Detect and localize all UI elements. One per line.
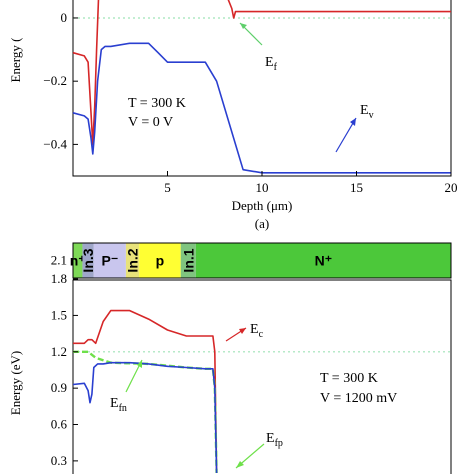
layer-label: P⁻ — [101, 253, 118, 269]
top-temperature-annotation: T = 300 K — [128, 96, 186, 111]
bottom-efn-label-sub: fn — [119, 403, 127, 414]
top-ev-label: Ev — [360, 103, 374, 121]
bottom-y-tick-label: 0.9 — [51, 380, 67, 395]
top-chart: 0 −0.2 −0.4 5 10 15 20 Energy ( Depth (μm) (a… — [8, 0, 458, 231]
bottom-y-axis-label: Energy (eV) — [8, 351, 23, 415]
top-x-tick-label: 20 — [445, 180, 458, 195]
layer-label: In.2 — [125, 248, 141, 272]
bottom-y-ticks: 1.8 1.5 1.2 0.9 0.6 0.3 — [51, 271, 78, 468]
layer-segment — [180, 243, 196, 278]
top-y-tick-label: 0 — [61, 10, 68, 25]
layer-bar-frame — [72, 242, 452, 279]
bottom-series-ev — [72, 361, 218, 474]
bottom-top-tick-label: 2.1 — [51, 253, 67, 268]
bottom-ec-arrowhead — [239, 328, 246, 334]
bottom-temperature-annotation: T = 300 K — [320, 371, 378, 386]
top-y-axis-label: Energy ( — [8, 38, 23, 83]
bottom-efn-label-main: E — [110, 396, 119, 411]
bottom-series-efn — [73, 350, 218, 474]
top-ef-label-sub: f — [274, 62, 278, 73]
bottom-voltage-annotation: V = 1200 mV — [320, 391, 397, 406]
layer-label: n⁺ — [70, 253, 86, 269]
layer-segment — [125, 243, 140, 278]
layer-segment — [73, 243, 83, 278]
bottom-y-tick-label: 0.6 — [51, 417, 68, 432]
top-x-tick-label: 15 — [350, 180, 363, 195]
top-series-group — [72, 0, 451, 174]
top-series-ev — [72, 42, 451, 174]
top-x-tick-label: 5 — [164, 180, 171, 195]
top-plot-frame — [72, 0, 452, 177]
layer-structure-bar: n⁺In.3 P⁻ In.2 p In.1 N⁺ 2.1 — [51, 242, 452, 279]
layer-label: In.1 — [180, 248, 196, 272]
layer-label: p — [156, 253, 165, 269]
top-ev-label-sub: v — [369, 110, 374, 121]
top-y-tick-label: −0.2 — [43, 73, 67, 88]
bottom-efp-label-sub: fp — [275, 438, 283, 449]
top-series-ec-lower-branch- — [72, 0, 100, 146]
top-ef-arrowhead — [240, 23, 247, 29]
bottom-y-tick-label: 0.3 — [51, 453, 67, 468]
layer-segment — [82, 243, 94, 278]
top-x-axis-label: Depth (μm) — [232, 198, 293, 213]
layer-label: N⁺ — [315, 253, 333, 269]
top-y-tick-label: −0.4 — [43, 136, 67, 151]
bottom-efp-label-main: E — [266, 431, 275, 446]
top-ev-arrowhead — [350, 118, 356, 126]
top-ef-label-main: E — [265, 55, 274, 70]
top-x-tick-label: 10 — [256, 180, 269, 195]
bottom-efp-label: Efp — [266, 431, 283, 449]
bottom-efn-arrowhead — [137, 360, 142, 368]
layer-segment — [93, 243, 126, 278]
top-voltage-annotation: V = 0 V — [128, 115, 173, 130]
top-caption: (a) — [255, 216, 269, 231]
top-y-ticks: 0 −0.2 −0.4 — [43, 10, 78, 151]
bottom-series-group — [72, 309, 218, 474]
bottom-y-tick-label: 1.5 — [51, 307, 67, 322]
layer-label: In.3 — [80, 248, 96, 272]
top-ev-label-main: E — [360, 103, 369, 118]
bottom-ec-label-sub: c — [259, 329, 264, 340]
bottom-efn-label: Efn — [110, 396, 127, 414]
layer-segment — [195, 243, 451, 278]
bottom-y-tick-label: 1.2 — [51, 344, 67, 359]
layer-segment — [139, 243, 181, 278]
bottom-y-tick-label: 1.8 — [51, 271, 67, 286]
bottom-efp-arrowhead — [236, 461, 244, 468]
bottom-ec-label: Ec — [250, 322, 264, 340]
bottom-ec-label-main: E — [250, 322, 259, 337]
bottom-series-ec — [73, 309, 218, 474]
bottom-plot-frame — [72, 279, 452, 474]
top-ef-label: Ef — [265, 55, 278, 73]
top-x-ticks: 5 10 15 20 — [164, 171, 458, 195]
top-series-ec — [227, 0, 451, 19]
bottom-chart: n⁺In.3 P⁻ In.2 p In.1 N⁺ 2.1 1.8 1.5 1.2 0.9 0.6 0.… — [8, 242, 452, 474]
